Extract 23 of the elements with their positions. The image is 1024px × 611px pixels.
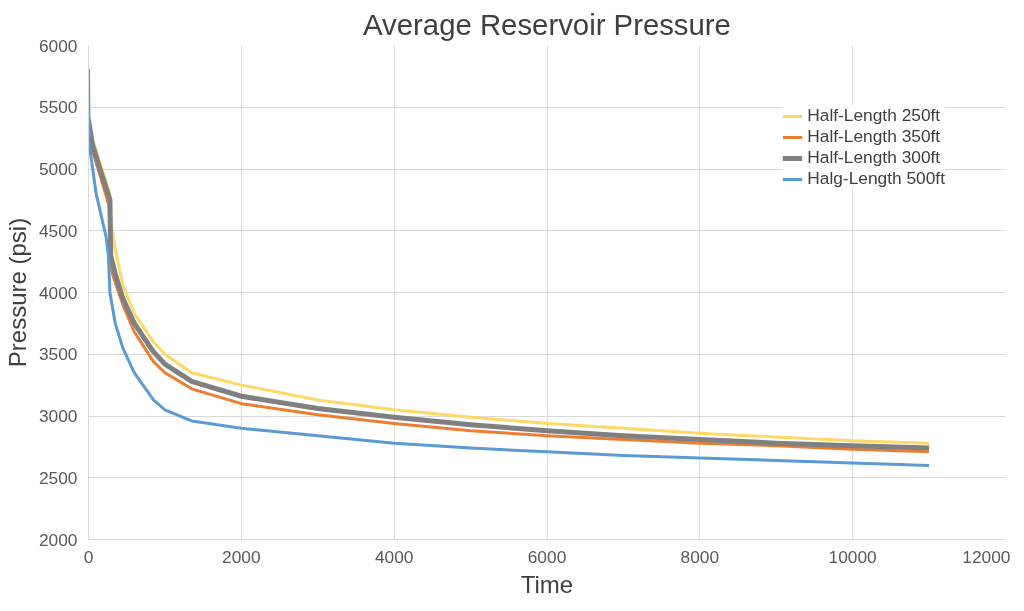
y-axis-title: Pressure (psi) [3, 217, 31, 368]
y-tick-label: 4500 [38, 220, 78, 241]
legend-label: Half-Length 300ft [807, 147, 941, 168]
chart-title: Average Reservoir Pressure [363, 7, 731, 41]
y-tick-label: 2500 [38, 467, 78, 488]
y-tick-label: 4000 [38, 282, 78, 303]
x-tick-label: 10000 [828, 546, 877, 567]
x-tick-label: 4000 [374, 546, 414, 567]
y-tick-label: 5000 [38, 159, 78, 179]
x-tick-label: 2000 [222, 546, 261, 567]
legend-label: Halg-Length 500ft [807, 168, 945, 189]
y-tick-label: 5500 [38, 97, 78, 118]
x-tick-label: 6000 [527, 546, 567, 567]
legend-label: Half-Length 350ft [807, 126, 941, 147]
y-tick-label: 3000 [38, 406, 78, 426]
y-tick-label: 3500 [38, 344, 78, 365]
y-tick-label: 6000 [38, 35, 78, 56]
x-tick-label: 8000 [680, 546, 720, 567]
x-axis-title: Time [520, 570, 574, 598]
x-tick-label: 12000 [962, 546, 1011, 567]
legend-label: Half-Length 250ft [807, 105, 941, 126]
y-tick-label: 2000 [38, 529, 78, 550]
x-tick-label: 0 [83, 546, 94, 567]
